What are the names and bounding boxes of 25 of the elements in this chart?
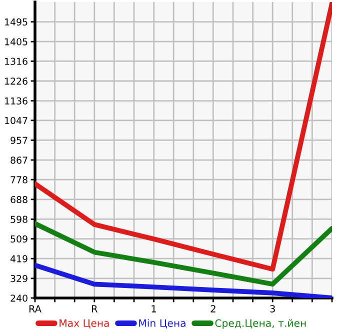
- legend-label: Max Цена: [60, 319, 109, 328]
- legend-label: Сред.Цена, т.йен: [215, 319, 306, 329]
- y-tick-label: 509: [10, 235, 28, 243]
- y-tick-label: 329: [10, 274, 28, 282]
- y-tick-label: 1495: [5, 18, 28, 26]
- x-tick-label: 3: [270, 305, 275, 312]
- y-tick-label: 867: [10, 156, 28, 164]
- y-tick-label: 1136: [5, 97, 28, 105]
- y-tick-label: 957: [10, 136, 28, 144]
- y-tick-label: 778: [10, 176, 28, 184]
- y-tick-label: 688: [10, 196, 28, 204]
- x-tick-label: RA: [29, 305, 42, 312]
- y-tick-label: 1226: [5, 78, 28, 85]
- y-tick-label: 598: [10, 216, 28, 223]
- legend-label: Min Цена: [139, 319, 186, 328]
- x-tick-label: 1: [152, 305, 156, 312]
- y-tick-label: 1316: [5, 58, 28, 65]
- y-tick-label: 419: [10, 255, 28, 262]
- y-tick-label: 1047: [5, 116, 28, 124]
- y-tick-label: 240: [10, 294, 28, 302]
- x-tick-label: 2: [210, 305, 216, 312]
- x-tick-label: R: [92, 305, 98, 312]
- line-series: [35, 2, 332, 272]
- line-series: [35, 221, 332, 287]
- y-tick-label: 1405: [5, 38, 28, 46]
